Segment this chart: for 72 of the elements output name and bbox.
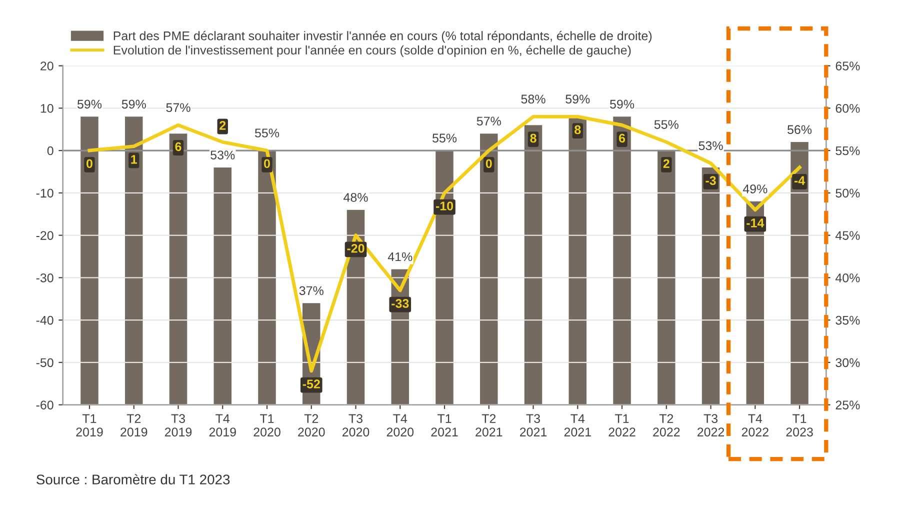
data-label: 58% xyxy=(521,94,546,104)
data-label: 57% xyxy=(166,103,190,112)
data-label: 57% xyxy=(476,116,501,126)
x-tick-label: T1 2020 xyxy=(254,414,280,436)
x-tick-label: T3 2019 xyxy=(164,414,192,436)
y-tick-label: -40 xyxy=(36,316,54,325)
data-label: -3 xyxy=(706,176,716,186)
x-tick-label: T1 2022 xyxy=(608,414,636,436)
y-tick-label: -10 xyxy=(36,188,54,198)
y-tick-label: 20 xyxy=(40,62,54,70)
y-tick-label: 10 xyxy=(40,104,54,113)
data-label: 41% xyxy=(388,252,412,262)
x-tick-label: T2 2022 xyxy=(653,414,680,436)
y-tick-label: -20 xyxy=(36,231,54,240)
x-tick-label: T4 2022 xyxy=(742,414,768,436)
source-note: Source : Baromètre du T1 2023 xyxy=(36,474,230,484)
data-label: 56% xyxy=(788,125,812,134)
y2-tick-label: 50% xyxy=(836,188,860,198)
legend-label: Evolution de l'investissement pour l'année en cours (solde d'opinion en %, échelle de gauche) xyxy=(114,45,631,58)
data-label: 0 xyxy=(264,159,270,168)
x-tick-label: T3 2021 xyxy=(520,414,547,436)
data-label: 6 xyxy=(619,134,626,143)
x-tick-label: T4 2020 xyxy=(386,414,414,436)
data-label: -4 xyxy=(794,176,806,185)
y2-tick-label: 30% xyxy=(836,358,860,368)
y2-tick-label: 40% xyxy=(835,273,860,282)
y2-tick-label: 25% xyxy=(836,400,860,410)
x-tick-label: T2 2021 xyxy=(476,414,502,436)
data-label: 49% xyxy=(742,184,768,194)
data-label: 55% xyxy=(432,134,457,143)
data-label: 6 xyxy=(175,142,182,152)
data-label: 48% xyxy=(344,192,368,202)
data-label: -10 xyxy=(436,202,454,210)
y-tick-label: -30 xyxy=(36,273,54,282)
x-tick-label: T3 2022 xyxy=(698,414,724,436)
data-label: 59% xyxy=(122,100,146,109)
data-label: 8 xyxy=(530,134,536,143)
x-tick-label: T2 2019 xyxy=(120,414,148,436)
data-label: -20 xyxy=(347,244,364,253)
data-label: 59% xyxy=(610,100,634,109)
data-label: 2 xyxy=(663,159,670,168)
data-label: 37% xyxy=(299,286,324,296)
x-tick-label: T1 2021 xyxy=(431,414,458,436)
y2-tick-label: 35% xyxy=(836,316,860,325)
x-tick-label: T1 2023 xyxy=(786,414,813,436)
data-label: 59% xyxy=(566,94,590,104)
x-tick-label: T4 2021 xyxy=(564,414,591,436)
data-label: 2 xyxy=(220,121,226,130)
data-label: 53% xyxy=(698,141,723,150)
legend-label: Part des PME déclarant souhaiter investir l'année en cours (% total répondants, échelle de droite) xyxy=(114,30,652,43)
y2-tick-label: 65% xyxy=(836,62,860,70)
data-label: -33 xyxy=(392,299,409,308)
data-label: 53% xyxy=(210,150,235,160)
data-label: 0 xyxy=(86,159,92,168)
data-label: 55% xyxy=(254,128,280,138)
y-tick-label: 0 xyxy=(47,146,54,156)
x-tick-label: T2 2020 xyxy=(298,414,325,436)
data-label: 55% xyxy=(654,120,678,129)
y-tick-label: -50 xyxy=(36,358,54,368)
y2-tick-label: 45% xyxy=(835,231,860,240)
y2-tick-label: 60% xyxy=(836,104,860,113)
x-tick-label: T1 2019 xyxy=(76,414,103,436)
data-label: 1 xyxy=(131,155,137,164)
data-label: -52 xyxy=(302,380,320,388)
data-label: 8 xyxy=(574,125,581,134)
x-tick-label: T4 2019 xyxy=(209,414,236,436)
data-label: -14 xyxy=(746,218,764,228)
y-tick-label: -60 xyxy=(36,400,54,410)
y2-tick-label: 55% xyxy=(836,146,860,156)
x-tick-label: T3 2020 xyxy=(342,414,370,436)
data-label: 0 xyxy=(486,159,492,168)
data-label: 59% xyxy=(77,100,102,109)
